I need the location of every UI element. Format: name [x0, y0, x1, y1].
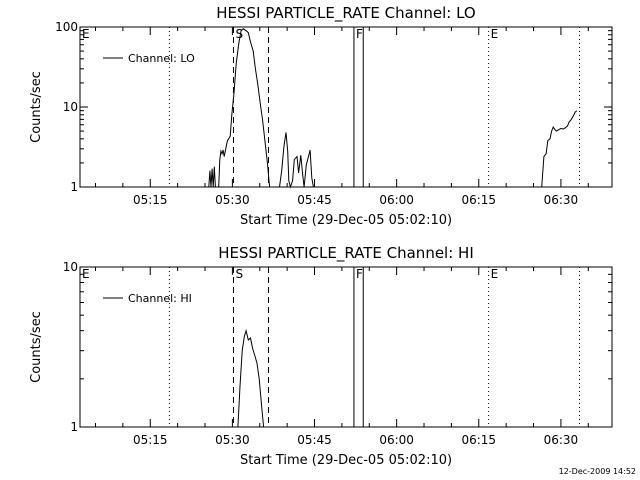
legend-label: Channel: HI [128, 292, 192, 305]
event-marker-label: S [235, 27, 243, 41]
chart-title: HESSI PARTICLE_RATE Channel: HI [218, 244, 474, 263]
x-tick-label: 06:15 [461, 193, 496, 207]
x-tick-label: 05:30 [215, 193, 250, 207]
x-tick-label: 05:15 [133, 193, 168, 207]
y-tick-label: 1 [70, 180, 78, 194]
y-axis-label: Counts/sec [29, 311, 44, 383]
series-line [279, 132, 314, 189]
panel-hi: HESSI PARTICLE_RATE Channel: HI Start Tim… [29, 244, 613, 468]
x-tick-label: 06:00 [379, 433, 414, 447]
x-tick-label: 06:30 [544, 193, 579, 207]
x-tick-label: 06:30 [544, 433, 579, 447]
x-tick-label: 05:30 [215, 433, 250, 447]
x-tick-label: 05:45 [297, 433, 332, 447]
event-marker-label: S [235, 267, 243, 281]
chart-title: HESSI PARTICLE_RATE Channel: LO [216, 4, 475, 23]
series-line [541, 110, 578, 188]
event-marker-label: E [82, 267, 90, 281]
footer-timestamp: 12-Dec-2009 14:52 [558, 467, 636, 476]
plot-frame [79, 266, 613, 428]
x-tick-label: 06:00 [379, 193, 414, 207]
series-line [237, 328, 265, 428]
event-marker-label: E [491, 267, 499, 281]
event-marker-label: F [356, 267, 363, 281]
event-marker-label: E [491, 27, 499, 41]
y-axis-label: Counts/sec [29, 71, 44, 143]
series-line [208, 28, 271, 188]
y-tick-label: 1 [70, 420, 78, 434]
x-axis-label: Start Time (29-Dec-05 05:02:10) [240, 453, 452, 468]
y-tick-label: 10 [63, 260, 78, 274]
x-tick-label: 05:45 [297, 193, 332, 207]
x-tick-label: 05:15 [133, 433, 168, 447]
event-marker-label: F [356, 27, 363, 41]
event-marker-label: E [82, 27, 90, 41]
x-axis-label: Start Time (29-Dec-05 05:02:10) [240, 213, 452, 228]
legend-label: Channel: LO [128, 52, 195, 65]
y-tick-label: 100 [55, 20, 78, 34]
x-tick-label: 06:15 [461, 433, 496, 447]
y-tick-label: 10 [63, 100, 78, 114]
panel-lo: HESSI PARTICLE_RATE Channel: LO Start Tim… [29, 4, 613, 228]
plot-frame [79, 26, 613, 188]
